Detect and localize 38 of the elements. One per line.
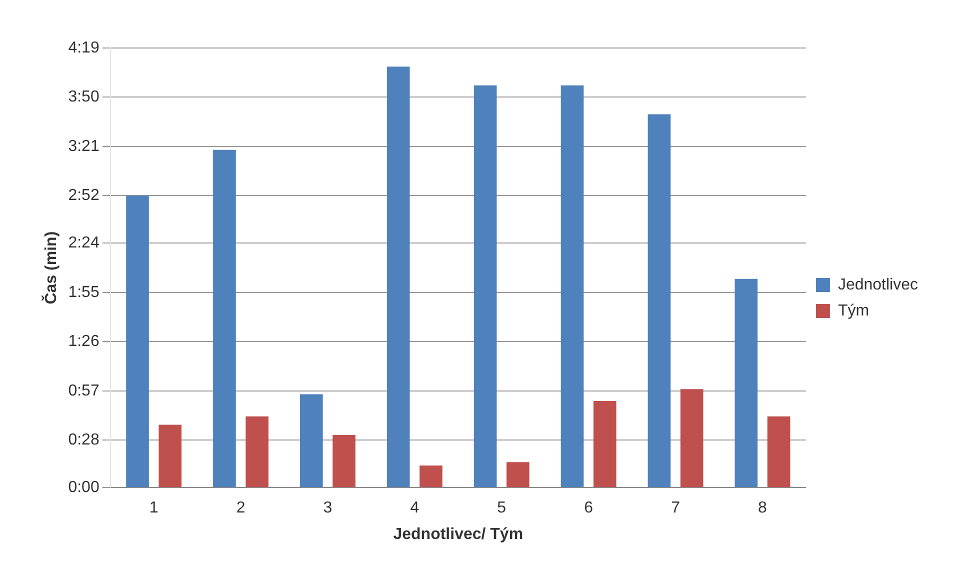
legend-label: Jednotlivec (838, 276, 918, 294)
y-tick-label: 4:19 (68, 39, 100, 56)
x-tick-label: 2 (236, 500, 246, 517)
bar (680, 389, 704, 488)
bar (593, 401, 616, 488)
y-tick-label: 3:21 (68, 138, 100, 155)
bar (158, 424, 182, 488)
bar (506, 462, 530, 488)
bar (474, 85, 497, 488)
bar (420, 466, 442, 488)
y-tick-label: 0:00 (68, 479, 100, 496)
bar (126, 196, 149, 488)
bar (560, 85, 584, 488)
y-axis-title: Čas (min) (41, 231, 60, 304)
bar (332, 434, 356, 488)
y-tick-label: 2:52 (68, 187, 100, 204)
x-tick-label: 3 (323, 500, 332, 517)
bar (300, 394, 323, 488)
x-tick-label: 4 (410, 500, 420, 517)
x-axis-title: Jednotlivec/ Tým (393, 526, 524, 543)
y-tick-label: 2:24 (68, 234, 100, 252)
bar (648, 114, 671, 488)
bar (213, 150, 236, 488)
x-tick-label: 6 (584, 500, 594, 517)
y-tick-label: 3:50 (68, 88, 100, 106)
bar (386, 66, 410, 488)
x-tick-label: 5 (497, 500, 506, 517)
y-tick-label: 1:26 (68, 333, 100, 350)
x-tick-label: 7 (671, 500, 680, 517)
y-tick-label: 0:57 (68, 382, 100, 400)
bar (767, 416, 790, 488)
x-tick-label: 1 (149, 500, 158, 517)
bar (734, 278, 758, 488)
x-tick-label: 8 (758, 500, 768, 517)
y-tick-label: 0:28 (68, 431, 100, 448)
y-tick-label: 1:55 (68, 284, 100, 301)
legend-label: Tým (838, 302, 870, 320)
bar (246, 416, 268, 488)
